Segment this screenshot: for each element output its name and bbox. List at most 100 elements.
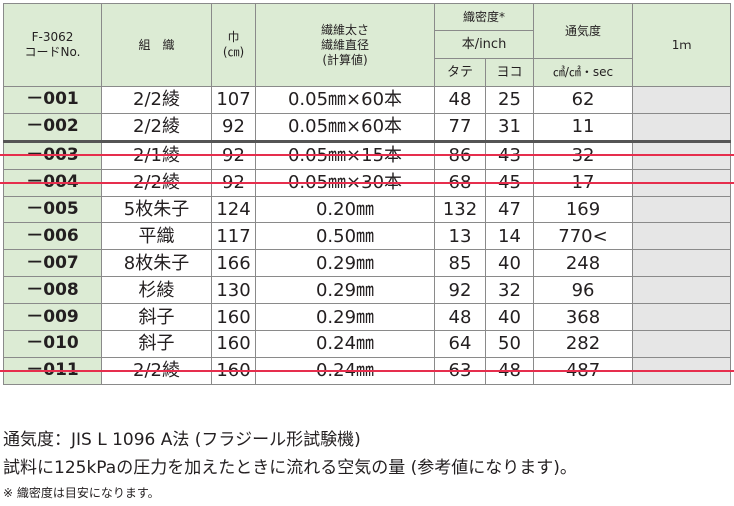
cell-code: －001 [3, 86, 102, 114]
cell-fiber: 0.24㎜ [255, 330, 435, 358]
header-weft: ヨコ [484, 58, 535, 87]
cell-fiber: 0.50㎜ [255, 222, 435, 251]
cell-perm: 282 [533, 330, 634, 358]
header-density: 織密度* [433, 3, 535, 31]
cell-warp: 85 [434, 249, 486, 278]
cell-price-1m [632, 86, 732, 114]
cell-price-1m [632, 276, 732, 305]
table-row: －007 8枚朱子 166 0.29㎜ 85 40 248 [3, 249, 732, 278]
cell-perm: 248 [533, 249, 634, 278]
note-permeability-method: 通気度：JIS L 1096 A法 (フラジール形試験機) [3, 430, 361, 450]
cell-width: 130 [211, 276, 256, 305]
cell-weft: 31 [484, 112, 535, 143]
cell-weave: 2/2綾 [101, 86, 212, 114]
cell-fiber: 0.29㎜ [255, 303, 435, 332]
table-row: －001 2/2綾 107 0.05㎜×60本 48 25 62 [3, 86, 732, 114]
header-code: F-3062 コードNo. [3, 3, 102, 87]
cell-width: 124 [211, 195, 256, 224]
cell-width: 160 [211, 303, 256, 332]
cell-weave: 平織 [101, 222, 212, 251]
cell-price-1m [632, 330, 732, 358]
cell-code: －009 [3, 303, 102, 332]
table-row: －006 平織 117 0.50㎜ 13 14 770< [3, 222, 732, 251]
header-warp: タテ [434, 58, 486, 87]
cell-weft: 32 [484, 276, 535, 305]
cell-price-1m [632, 222, 732, 251]
cell-warp: 48 [434, 86, 486, 114]
strike-line [0, 154, 734, 156]
cell-width: 107 [211, 86, 256, 114]
strike-line [0, 370, 734, 372]
table-row: －008 杉綾 130 0.29㎜ 92 32 96 [3, 276, 732, 305]
header-width-line2: (㎝) [222, 45, 245, 59]
cell-weave: 杉綾 [101, 276, 212, 305]
cell-weft: 40 [484, 249, 535, 278]
cell-width: 92 [211, 112, 256, 143]
cell-warp: 13 [434, 222, 486, 251]
header-code-line1: F-3062 [31, 30, 74, 44]
header-price-1m: 1ｍ [632, 3, 732, 87]
header-fiber-line1: 繊維太さ [320, 22, 369, 37]
cell-perm: 62 [533, 86, 634, 114]
cell-weft: 50 [484, 330, 535, 358]
header-density-unit: 本/inch [433, 30, 535, 59]
table-row: －011 2/2綾 160 0.24㎜ 63 48 487 [3, 356, 732, 385]
cell-width: 160 [211, 330, 256, 358]
cell-price-1m [632, 249, 732, 278]
strike-line [0, 182, 734, 184]
cell-weft: 14 [484, 222, 535, 251]
header-fiber-line2: 繊維直径 [320, 37, 369, 52]
cell-code: －010 [3, 330, 102, 358]
cell-perm: 169 [533, 195, 634, 224]
cell-weft: 47 [484, 195, 535, 224]
cell-fiber: 0.29㎜ [255, 276, 435, 305]
cell-price-1m [632, 303, 732, 332]
cell-warp: 77 [434, 112, 486, 143]
cell-weave: 5枚朱子 [101, 195, 212, 224]
header-width-line1: 巾 [227, 30, 240, 44]
cell-price-1m [632, 195, 732, 224]
cell-price-1m [632, 112, 732, 143]
table-body: －001 2/2綾 107 0.05㎜×60本 48 25 62 －002 2/2綾 92 0.05… [3, 86, 732, 385]
cell-code: －008 [3, 276, 102, 305]
cell-weave: 2/2綾 [101, 112, 212, 143]
header-permeability-unit: ㎤/㎠・sec [533, 58, 634, 87]
header-code-line2: コードNo. [24, 45, 81, 59]
cell-width: 166 [211, 249, 256, 278]
cell-warp: 92 [434, 276, 486, 305]
cell-code: －005 [3, 195, 102, 224]
cell-fiber: 0.20㎜ [255, 195, 435, 224]
cell-weft: 40 [484, 303, 535, 332]
cell-fiber: 0.05㎜×60本 [255, 112, 435, 143]
cell-perm: 368 [533, 303, 634, 332]
table-row: －002 2/2綾 92 0.05㎜×60本 77 31 11 [3, 112, 732, 143]
header-fiber: 繊維太さ 繊維直径 (計算値) [255, 3, 435, 87]
cell-fiber: 0.05㎜×60本 [255, 86, 435, 114]
cell-perm: 11 [533, 112, 634, 143]
cell-weave: 8枚朱子 [101, 249, 212, 278]
cell-code: －007 [3, 249, 102, 278]
header-fiber-line3: (計算値) [322, 52, 368, 67]
cell-code: －006 [3, 222, 102, 251]
note-density-approx: ※ 織密度は目安になります。 [3, 486, 160, 500]
cell-weave: 斜子 [101, 303, 212, 332]
cell-weft: 25 [484, 86, 535, 114]
cell-perm: 96 [533, 276, 634, 305]
header-permeability: 通気度 [533, 3, 634, 59]
table-row: －005 5枚朱子 124 0.20㎜ 132 47 169 [3, 195, 732, 224]
cell-perm: 770< [533, 222, 634, 251]
cell-width: 117 [211, 222, 256, 251]
table-row: －009 斜子 160 0.29㎜ 48 40 368 [3, 303, 732, 332]
cell-code: －002 [3, 112, 102, 143]
cell-fiber: 0.29㎜ [255, 249, 435, 278]
header-weave: 組 織 [101, 3, 212, 87]
cell-warp: 48 [434, 303, 486, 332]
note-permeability-definition: 試料に125kPaの圧力を加えたときに流れる空気の量 (参考値になります)。 [3, 458, 577, 478]
cell-warp: 132 [434, 195, 486, 224]
cell-warp: 64 [434, 330, 486, 358]
table-row: －010 斜子 160 0.24㎜ 64 50 282 [3, 330, 732, 358]
cell-weave: 斜子 [101, 330, 212, 358]
cell-perm: 487 [533, 356, 634, 385]
header-width: 巾 (㎝) [211, 3, 256, 87]
fabric-spec-table: F-3062 コードNo. 組 織 巾 (㎝) 繊維太さ 繊維直径 (計算値) … [3, 3, 732, 385]
